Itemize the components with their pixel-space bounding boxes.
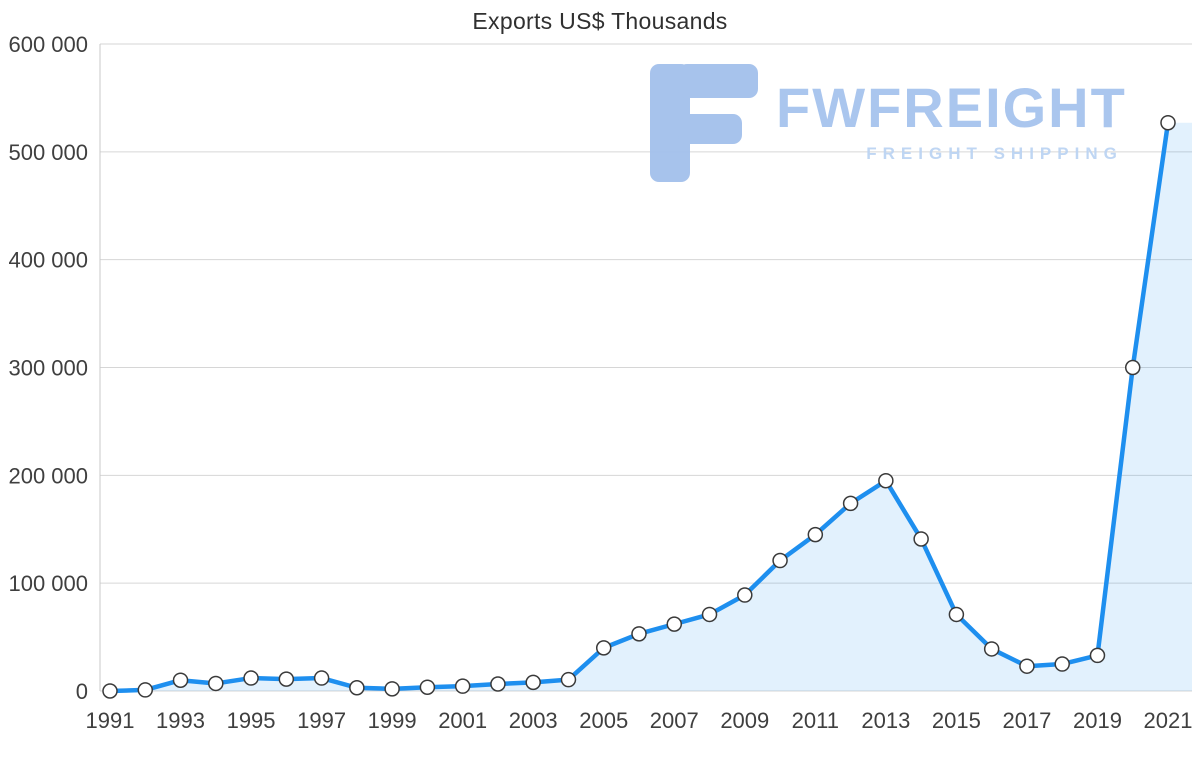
data-point-marker — [490, 676, 506, 692]
data-point-marker — [243, 670, 259, 686]
data-point-marker — [595, 640, 612, 656]
x-axis-tick-label: 2015 — [932, 708, 981, 733]
data-point-marker — [913, 531, 929, 547]
x-axis-tick-label: 1999 — [368, 708, 417, 733]
x-axis-tick-label: 2009 — [720, 708, 769, 733]
x-axis-tick-label: 2003 — [509, 708, 558, 733]
area-fill — [110, 122, 1192, 692]
data-point-marker — [349, 680, 365, 696]
data-point-marker — [313, 670, 330, 686]
data-point-marker — [384, 681, 400, 697]
data-point-marker — [560, 671, 577, 688]
data-point-marker — [102, 683, 118, 699]
data-point-marker — [419, 679, 436, 695]
x-axis-tick-label: 2001 — [438, 708, 487, 733]
y-axis-tick-label: 600 000 — [8, 32, 88, 57]
y-axis-tick-label: 500 000 — [8, 140, 88, 165]
y-axis-tick-label: 100 000 — [8, 571, 88, 596]
data-point-marker — [983, 641, 1000, 657]
data-point-marker — [454, 678, 471, 694]
x-axis-tick-label: 1997 — [297, 708, 346, 733]
x-axis-tick-label: 2019 — [1073, 708, 1122, 733]
x-axis-tick-label: 1991 — [86, 708, 135, 733]
data-point-marker — [701, 606, 718, 623]
data-point-marker — [842, 495, 859, 512]
x-axis-tick-label: 2013 — [861, 708, 910, 733]
y-axis-tick-label: 400 000 — [8, 248, 88, 273]
data-point-marker — [666, 616, 683, 632]
data-line — [107, 120, 1171, 694]
data-point-marker — [772, 552, 788, 569]
data-point-marker — [631, 626, 647, 642]
data-point-marker — [172, 672, 189, 688]
y-axis-tick-label: 200 000 — [8, 463, 88, 488]
data-point-marker — [1019, 658, 1035, 674]
data-point-marker — [737, 587, 753, 603]
x-axis-tick-label: 2007 — [650, 708, 699, 733]
x-axis-tick-label: 1993 — [156, 708, 205, 733]
data-point-marker — [1160, 114, 1176, 131]
x-axis-tick-label: 2005 — [579, 708, 628, 733]
data-point-marker — [948, 606, 965, 623]
data-point-marker — [208, 675, 224, 692]
data-point-marker — [1124, 359, 1141, 376]
y-axis-tick-label: 300 000 — [8, 356, 88, 381]
x-axis-tick-label: 2011 — [792, 708, 839, 733]
data-point-marker — [807, 526, 824, 543]
x-axis-tick-label: 1995 — [227, 708, 276, 733]
y-axis-tick-label: 0 — [76, 679, 88, 704]
data-point-marker — [278, 671, 295, 687]
data-point-marker — [137, 682, 154, 698]
data-point-marker — [1054, 656, 1070, 672]
x-axis-tick-label: 2017 — [1002, 708, 1051, 733]
data-point-marker — [878, 472, 894, 489]
x-axis-tick-label: 2021 — [1144, 708, 1193, 733]
chart-title: Exports US$ Thousands — [472, 8, 728, 34]
data-point-marker — [525, 674, 541, 691]
data-point-marker — [1089, 647, 1106, 664]
